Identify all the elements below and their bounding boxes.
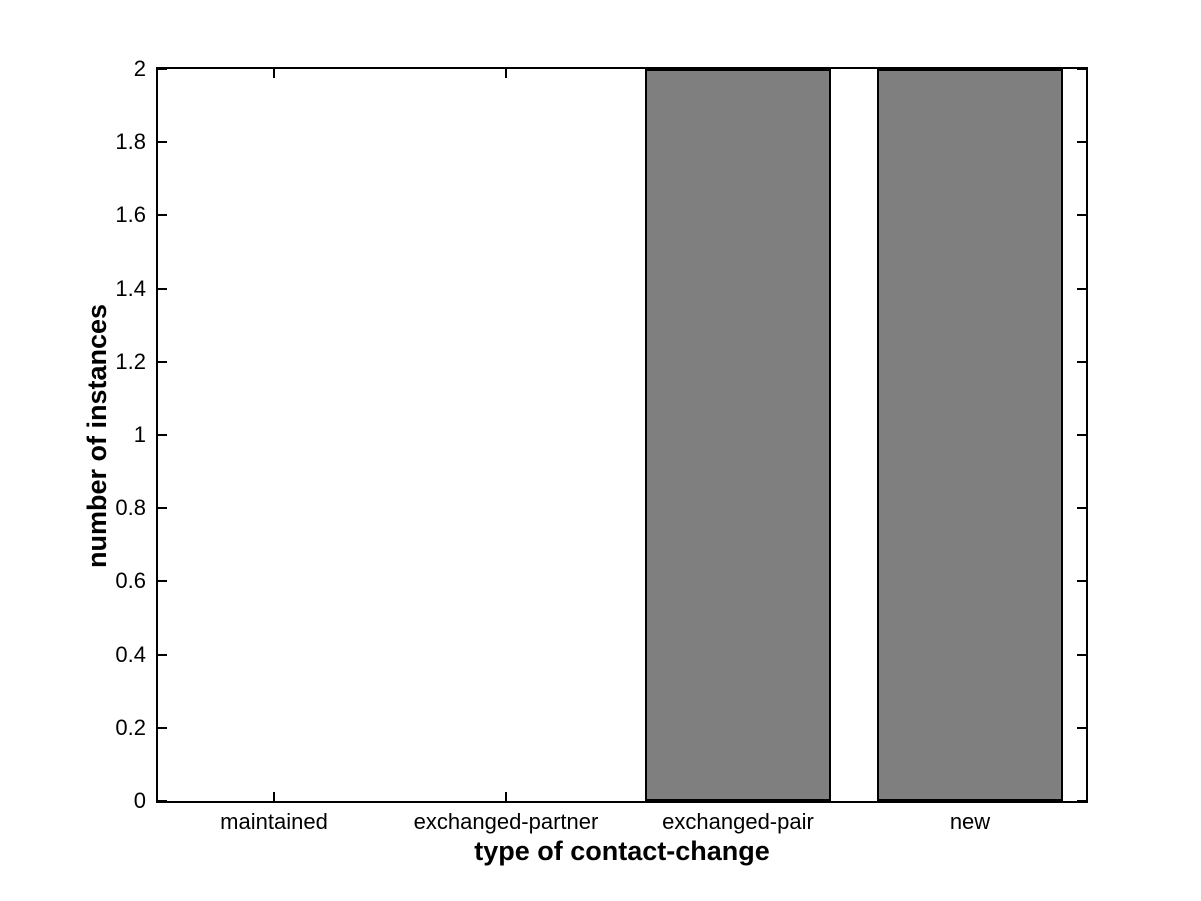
y-tick-left bbox=[158, 68, 167, 70]
y-tick-right bbox=[1077, 580, 1086, 583]
x-tick-bottom bbox=[273, 792, 275, 801]
x-tick-top bbox=[273, 69, 275, 78]
y-tick-label: 0.4 bbox=[115, 641, 146, 667]
x-tick-top bbox=[505, 69, 507, 78]
y-tick-left bbox=[158, 800, 167, 802]
plot-area bbox=[156, 67, 1088, 803]
y-tick-label: 0 bbox=[133, 788, 146, 813]
y-tick-left bbox=[158, 360, 167, 363]
y-tick-label: 0.6 bbox=[115, 568, 146, 594]
y-tick-left bbox=[158, 653, 167, 656]
y-tick-right bbox=[1077, 726, 1086, 729]
y-tick-right bbox=[1077, 507, 1086, 510]
y-tick-label: 1.8 bbox=[115, 129, 146, 155]
x-tick-label: exchanged-partner bbox=[413, 809, 599, 834]
x-tick-label: maintained bbox=[220, 809, 328, 834]
y-tick-left bbox=[158, 434, 167, 436]
y-tick-label: 2 bbox=[133, 56, 146, 81]
y-tick-label: 0.8 bbox=[115, 495, 146, 521]
y-tick-left bbox=[158, 214, 167, 217]
y-tick-label: 0.2 bbox=[115, 714, 146, 740]
y-tick-label: 1.4 bbox=[115, 275, 146, 301]
y-tick-right bbox=[1077, 434, 1086, 436]
x-axis-label: type of contact-change bbox=[474, 836, 770, 866]
y-tick-label: 1.6 bbox=[115, 202, 146, 228]
y-tick-right bbox=[1077, 68, 1086, 70]
bar-exchanged-pair bbox=[645, 69, 831, 801]
y-tick-left bbox=[158, 141, 167, 144]
y-tick-left bbox=[158, 507, 167, 510]
y-tick-right bbox=[1077, 653, 1086, 656]
y-tick-right bbox=[1077, 214, 1086, 217]
y-tick-right bbox=[1077, 141, 1086, 144]
bar-new bbox=[877, 69, 1063, 801]
x-tick-label: exchanged-pair bbox=[662, 809, 814, 834]
y-tick-left bbox=[158, 287, 167, 290]
y-tick-left bbox=[158, 726, 167, 729]
y-tick-right bbox=[1077, 800, 1086, 802]
y-tick-right bbox=[1077, 360, 1086, 363]
x-tick-label: new bbox=[949, 809, 991, 834]
x-tick-bottom bbox=[505, 792, 507, 801]
y-tick-label: 1 bbox=[133, 422, 146, 447]
y-tick-right bbox=[1077, 287, 1086, 290]
y-tick-label: 1.2 bbox=[115, 348, 146, 374]
y-tick-left bbox=[158, 580, 167, 583]
